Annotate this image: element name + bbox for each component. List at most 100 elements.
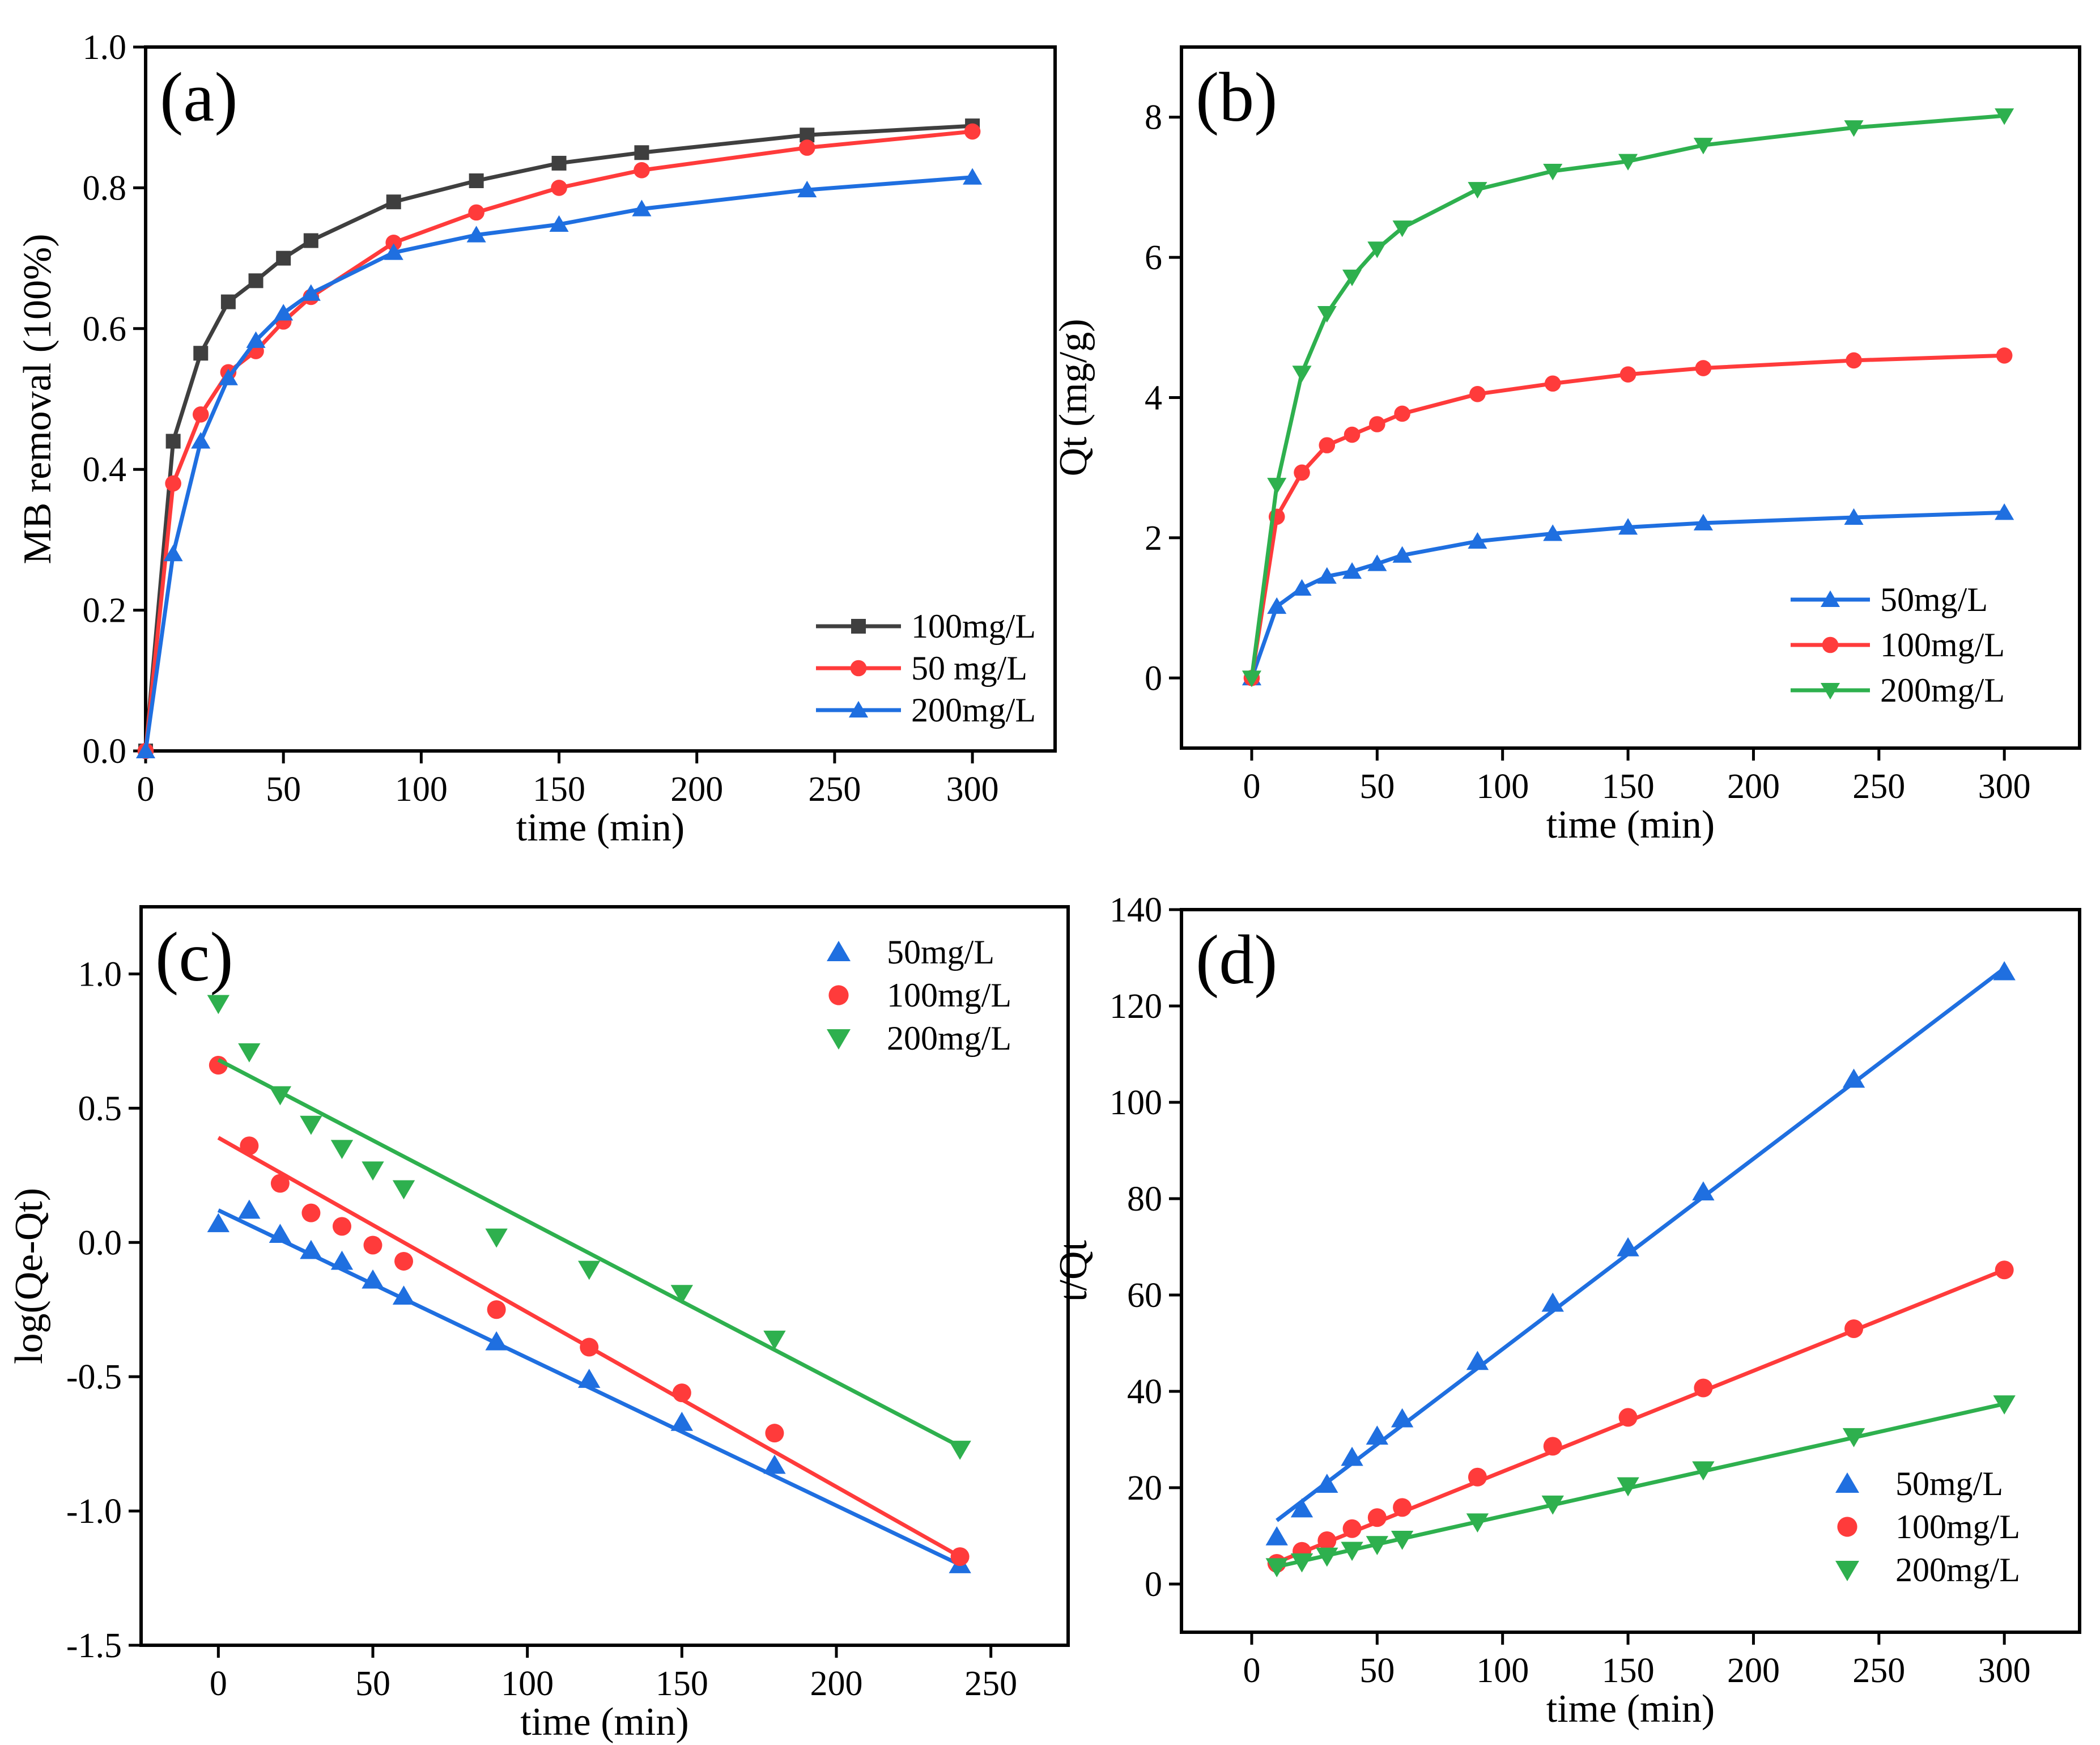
legend-label: 100mg/L [887, 976, 1011, 1014]
data-point [1344, 426, 1361, 443]
panel-label: (d) [1196, 921, 1278, 999]
y-tick-label: 120 [1109, 987, 1162, 1026]
x-tick-label: 100 [395, 770, 448, 809]
data-point [300, 1115, 322, 1135]
data-point [362, 1161, 384, 1181]
data-point [1391, 1530, 1414, 1550]
y-tick-label: 80 [1127, 1180, 1162, 1218]
data-point [485, 1228, 508, 1248]
data-point [1317, 306, 1337, 323]
series-0 [138, 118, 980, 758]
series-2 [135, 168, 983, 758]
data-point [1342, 562, 1362, 579]
data-point [248, 273, 263, 288]
data-point [1692, 1461, 1715, 1481]
y-tick-label: 2 [1145, 519, 1162, 558]
x-tick-label: 250 [964, 1665, 1017, 1703]
x-tick-label: 100 [1476, 1651, 1529, 1690]
x-axis-title: time (min) [1546, 1687, 1715, 1731]
y-tick-label: -1.0 [66, 1492, 122, 1531]
data-point [220, 294, 236, 309]
data-point [1995, 503, 2014, 520]
data-point [468, 204, 484, 221]
data-point [274, 304, 294, 321]
data-point [1692, 1181, 1715, 1201]
data-point [1844, 120, 1864, 137]
data-point [1993, 1395, 2016, 1415]
data-point [1367, 241, 1387, 258]
data-point [394, 1251, 414, 1271]
data-point [632, 199, 652, 216]
data-point [763, 1330, 786, 1350]
legend-marker [851, 619, 866, 634]
legend: 100mg/L 50 mg/L 200mg/L [816, 608, 1036, 729]
data-point [1394, 405, 1410, 422]
data-point [469, 173, 484, 188]
x-axis-title: time (min) [516, 806, 685, 850]
data-point [1267, 597, 1287, 614]
x-tick-label: 100 [501, 1665, 554, 1703]
x-tick-label: 250 [1852, 767, 1905, 806]
data-point [1294, 464, 1310, 481]
data-point [798, 139, 815, 156]
data-point [270, 1174, 290, 1193]
plot-frame [1180, 908, 2081, 1634]
data-point [1468, 1467, 1487, 1487]
data-point [1618, 518, 1638, 535]
data-point [1619, 366, 1636, 383]
y-tick-label: -0.5 [66, 1358, 122, 1396]
data-point [1468, 182, 1487, 199]
y-tick-label: 140 [1109, 891, 1162, 929]
legend-label: 50mg/L [1895, 1465, 2003, 1502]
data-point [238, 1199, 261, 1219]
data-point [964, 123, 981, 140]
data-point [1341, 1542, 1363, 1561]
data-point [1317, 1531, 1337, 1550]
legend: 50mg/L 100mg/L 200mg/L [1835, 1465, 2020, 1589]
legend-marker [1820, 590, 1840, 607]
data-point [269, 1224, 292, 1243]
data-point [551, 155, 567, 171]
data-point [300, 1239, 322, 1259]
x-tick-label: 200 [670, 770, 723, 809]
data-point [1265, 1558, 1288, 1578]
panel-label: (a) [160, 58, 238, 136]
data-point [1995, 108, 2014, 125]
data-point [301, 284, 321, 301]
y-tick-label: 8 [1145, 99, 1162, 137]
data-point [191, 432, 211, 449]
data-point [193, 346, 209, 361]
y-tick-label: 0.5 [78, 1089, 122, 1128]
y-tick-label: 20 [1127, 1469, 1162, 1508]
data-point [163, 544, 183, 562]
data-point [332, 1217, 351, 1236]
data-point [1996, 347, 2013, 364]
data-point [1695, 360, 1712, 376]
data-point [385, 234, 402, 251]
data-point [1617, 1477, 1639, 1497]
data-point [1393, 1498, 1412, 1517]
x-axis-title: time (min) [520, 1700, 688, 1744]
data-point [634, 145, 649, 160]
data-point [330, 1250, 354, 1270]
plot-frame [139, 905, 1070, 1647]
series-1 [1243, 347, 2013, 686]
legend-label: 200mg/L [911, 691, 1036, 729]
legend-marker [1837, 1517, 1857, 1537]
legend-marker [827, 1029, 851, 1050]
y-tick-label: -1.5 [66, 1627, 122, 1665]
data-point [1468, 532, 1487, 549]
panel-c: 0 50 100 150 200 250 -1.5 -1.0 -0.5 0.0 0.5 1.0 time… [7, 905, 1070, 1744]
plot-frame [144, 45, 1057, 753]
data-point [1267, 478, 1287, 495]
data-point [950, 1547, 970, 1566]
y-tick-label: 1.0 [83, 28, 127, 67]
data-point [392, 1285, 415, 1305]
legend-marker [1822, 636, 1839, 653]
data-point [1693, 513, 1713, 530]
y-tick-label: 4 [1145, 379, 1162, 418]
series-2 [1242, 108, 2014, 687]
x-tick-label: 150 [1602, 767, 1655, 806]
x-tick-label: 200 [1727, 767, 1780, 806]
data-point [578, 1369, 601, 1388]
